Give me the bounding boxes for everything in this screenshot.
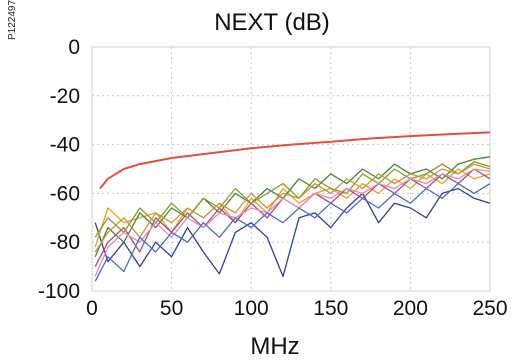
y-tick-label: -40 — [50, 134, 80, 157]
next-series-line — [94, 182, 491, 282]
next-series-line — [94, 161, 491, 238]
y-tick-label: -20 — [50, 85, 80, 108]
chart-title: NEXT (dB) — [214, 9, 330, 36]
x-axis-ticks: 0 50 100 150 200 250 — [86, 297, 507, 320]
next-series-line — [94, 187, 491, 278]
plot-area — [91, 46, 491, 292]
x-axis-label: MHz — [250, 333, 299, 360]
grid-lines — [92, 47, 490, 291]
x-tick-label: 200 — [393, 297, 428, 320]
x-tick-label: 100 — [234, 297, 269, 320]
limit-line — [99, 131, 491, 190]
x-tick-label: 150 — [313, 297, 348, 320]
y-tick-label: -60 — [50, 182, 80, 205]
y-tick-label: -100 — [38, 280, 80, 303]
series-layer — [94, 156, 491, 282]
x-tick-label: 250 — [472, 297, 507, 320]
next-series-line — [94, 163, 491, 253]
y-axis-ticks: 0 -20 -40 -60 -80 -100 — [38, 36, 80, 303]
next-series-line — [94, 168, 491, 277]
x-tick-label: 50 — [160, 297, 183, 320]
x-tick-label: 0 — [86, 297, 98, 320]
limit-layer — [99, 131, 491, 190]
y-tick-label: 0 — [68, 36, 80, 59]
figure-id-label: P122497 — [7, 0, 18, 40]
y-tick-label: -80 — [50, 231, 80, 254]
